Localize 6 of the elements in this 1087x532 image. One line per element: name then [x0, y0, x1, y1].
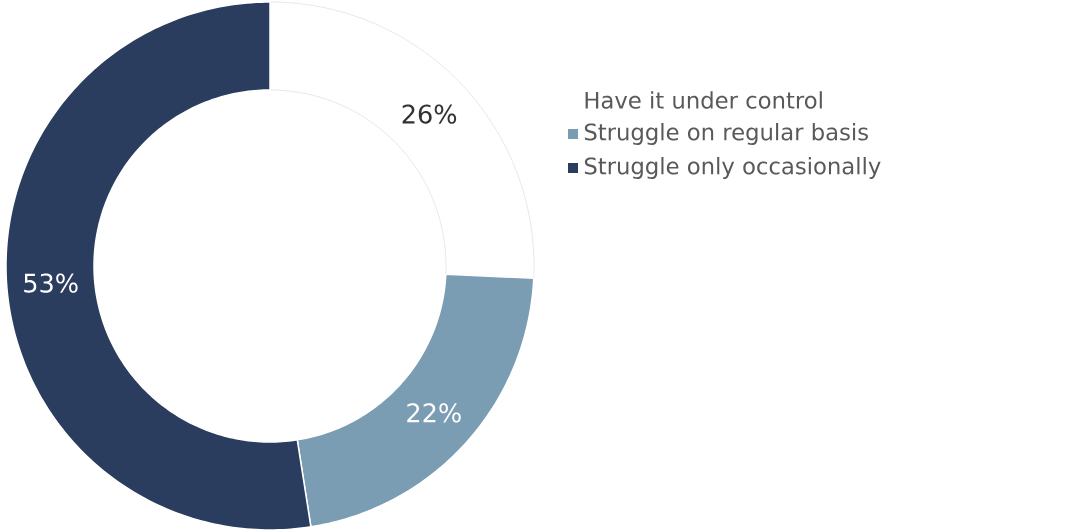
data-label: 26%: [402, 104, 457, 124]
slice-label: Have it under control: [585, 91, 822, 109]
legend-label: Struggle only occasionally: [584, 157, 881, 179]
legend-label: Struggle on regular basis: [584, 122, 868, 145]
data-label: 53%: [24, 273, 78, 293]
data-label: 22%: [407, 403, 461, 423]
